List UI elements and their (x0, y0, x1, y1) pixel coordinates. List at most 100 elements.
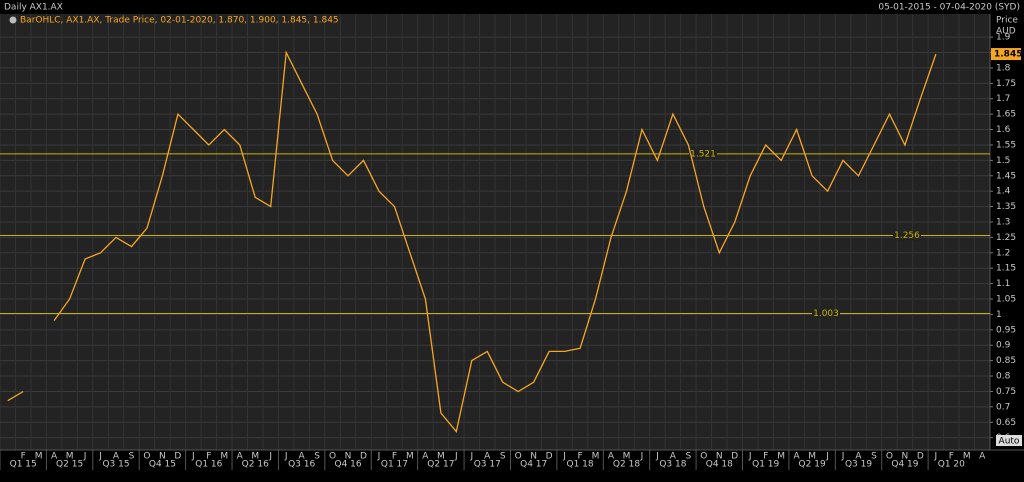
x-tick-label: J (562, 452, 566, 462)
x-tick-label: S (500, 452, 506, 462)
x-tick-label: A (670, 452, 677, 462)
y-tick-label: 1.5 (996, 156, 1010, 166)
quarter-label: Q1 20 (938, 460, 965, 470)
auto-label[interactable]: Auto (999, 437, 1020, 447)
level-label-bg (812, 308, 840, 319)
chart-title: Daily AX1.AX (4, 3, 63, 13)
last-price-tag (991, 48, 1021, 61)
y-tick-label: 1.15 (996, 264, 1016, 274)
quarter-label: Q3 19 (845, 460, 872, 470)
date-range: 05-01-2015 - 07-04-2020 (SYD) (878, 3, 1020, 13)
x-tick-label: O (143, 452, 150, 462)
x-tick-label: A (484, 452, 491, 462)
x-tick-label: J (655, 452, 659, 462)
y-tick-label: 1.9 (996, 33, 1011, 43)
level-label: 1.521 (690, 149, 716, 159)
x-tick-label: F (21, 452, 26, 462)
x-tick-label: N (159, 452, 166, 462)
quarter-label: Q4 18 (706, 460, 733, 470)
y-tick-label: 1.65 (996, 110, 1016, 120)
y-tick-label: 1.8 (996, 63, 1011, 73)
y-tick-label: 0.65 (996, 418, 1016, 428)
quarter-label: Q2 15 (56, 460, 83, 470)
auto-button[interactable] (996, 435, 1022, 446)
x-tick-label: M (251, 452, 259, 462)
x-tick-label: A (855, 452, 862, 462)
x-tick-label: J (191, 452, 195, 462)
legend-text: BarOHLC, AX1.AX, Trade Price, 02-01-2020… (20, 16, 339, 26)
x-tick-label: M (437, 452, 445, 462)
level-label: 1.003 (813, 309, 839, 319)
quarter-label: Q2 19 (799, 460, 826, 470)
y-tick-label: 1.3 (996, 217, 1010, 227)
x-tick-label: D (917, 452, 924, 462)
x-tick-label: S (129, 452, 135, 462)
y-tick-label: 1.55 (996, 140, 1016, 150)
y-tick-label: 1.45 (996, 171, 1016, 181)
quarter-label: Q2 18 (613, 460, 640, 470)
x-tick-label: J (934, 452, 938, 462)
x-tick-label: M (808, 452, 816, 462)
x-tick-label: D (174, 452, 181, 462)
x-tick-label: F (392, 452, 397, 462)
quarter-label: Q1 18 (567, 460, 594, 470)
price-line (7, 50, 937, 433)
x-tick-label: F (577, 452, 582, 462)
x-tick-label: O (886, 452, 893, 462)
x-tick-label: M (777, 452, 785, 462)
x-tick-label: N (530, 452, 537, 462)
x-tick-label: M (963, 452, 971, 462)
y-axis-label: Price (996, 16, 1018, 26)
x-tick-label: N (345, 452, 352, 462)
x-tick-label: J (825, 452, 829, 462)
x-tick-label: J (83, 452, 87, 462)
last-price-label: 1.845 (994, 50, 1022, 60)
quarter-label: Q2 17 (427, 460, 454, 470)
y-tick-label: 1.05 (996, 295, 1016, 305)
x-tick-label: A (608, 452, 615, 462)
y-tick-label: 1.6 (996, 125, 1011, 135)
x-tick-label: M (66, 452, 74, 462)
x-tick-label: M (220, 452, 228, 462)
y-tick-label: 0.75 (996, 387, 1016, 397)
x-tick-label: M (35, 452, 43, 462)
x-tick-label: S (314, 452, 320, 462)
x-tick-label: A (113, 452, 120, 462)
y-tick-label: 1.4 (996, 187, 1011, 197)
x-tick-label: M (406, 452, 414, 462)
quarter-label: Q4 15 (149, 460, 176, 470)
x-tick-label: F (206, 452, 211, 462)
quarter-label: Q4 17 (520, 460, 547, 470)
y-tick-label: 0.95 (996, 325, 1016, 335)
x-tick-label: J (640, 452, 644, 462)
y-tick-label: 1.1 (996, 279, 1010, 289)
quarter-label: Q2 16 (242, 460, 269, 470)
y-tick-label: 1 (996, 310, 1002, 320)
level-label: 1.256 (894, 231, 920, 241)
quarter-label: Q3 16 (288, 460, 315, 470)
quarter-label: Q3 17 (474, 460, 501, 470)
y-tick-label: 1.25 (996, 233, 1016, 243)
x-tick-label: M (623, 452, 631, 462)
quarter-label: Q4 19 (891, 460, 918, 470)
y-tick-label: 1.75 (996, 79, 1016, 89)
x-tick-label: A (51, 452, 58, 462)
y-tick-label: 0.8 (996, 372, 1011, 382)
x-tick-label: J (748, 452, 752, 462)
x-tick-label: N (902, 452, 909, 462)
y-tick-label: 1.2 (996, 248, 1010, 258)
x-tick-label: M (592, 452, 600, 462)
quarter-label: Q1 16 (195, 460, 222, 470)
x-tick-label: N (716, 452, 723, 462)
x-tick-label: J (268, 452, 272, 462)
y-tick-label: 1.7 (996, 94, 1010, 104)
quarter-label: Q3 18 (659, 460, 686, 470)
x-tick-label: F (949, 452, 954, 462)
x-tick-label: A (979, 452, 986, 462)
x-tick-label: A (237, 452, 244, 462)
x-tick-label: D (731, 452, 738, 462)
x-tick-label: J (284, 452, 288, 462)
quarter-label: Q1 15 (10, 460, 37, 470)
x-tick-label: O (515, 452, 522, 462)
